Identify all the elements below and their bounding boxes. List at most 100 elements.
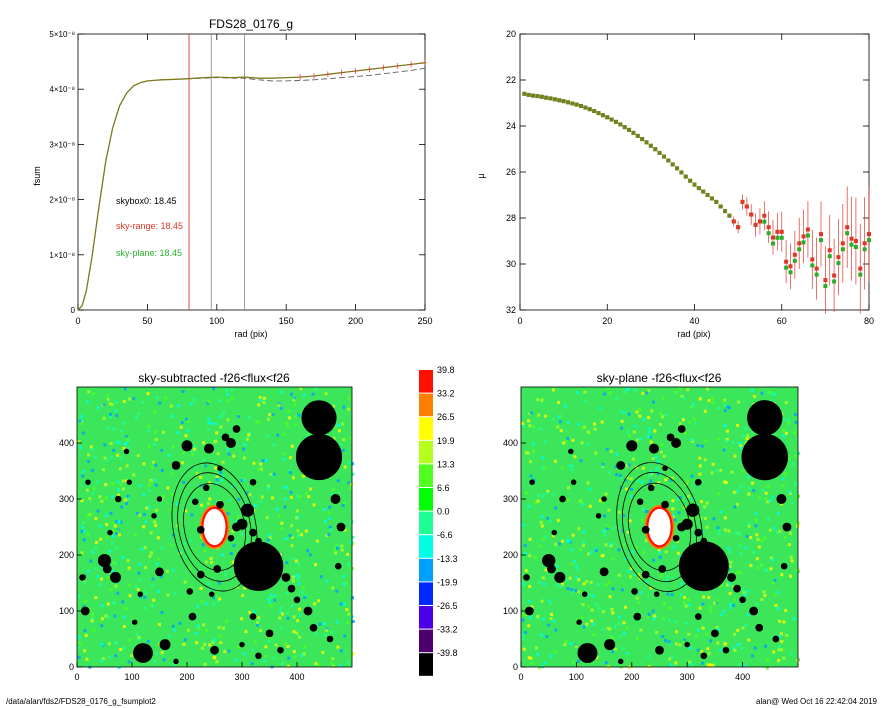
noise-speck — [653, 617, 656, 621]
noise-speck — [264, 645, 268, 649]
noise-speck — [338, 423, 342, 427]
noise-speck — [700, 649, 704, 653]
mask-circle — [524, 606, 534, 616]
noise-speck — [147, 445, 151, 449]
noise-speck — [707, 398, 711, 402]
noise-speck — [765, 568, 769, 572]
noise-speck — [309, 487, 313, 491]
noise-speck — [549, 617, 553, 621]
noise-speck — [348, 487, 352, 491]
noise-speck — [186, 429, 190, 433]
noise-speck — [793, 482, 797, 486]
noise-speck — [150, 584, 154, 588]
colorbar-label: -6.6 — [437, 530, 453, 540]
noise-speck — [299, 653, 303, 657]
mu-point-skyplane — [784, 265, 789, 270]
noise-speck — [717, 406, 721, 410]
noise-speck — [336, 546, 339, 550]
noise-speck — [554, 628, 558, 632]
noise-speck — [521, 582, 525, 586]
noise-speck — [169, 508, 172, 512]
noise-speck — [167, 634, 171, 638]
noise-speck — [566, 587, 570, 590]
noise-speck — [727, 406, 731, 410]
noise-speck — [710, 471, 714, 475]
noise-speck — [293, 655, 297, 659]
noise-speck — [138, 578, 142, 581]
mask-circle — [181, 440, 193, 452]
noise-speck — [298, 494, 302, 498]
noise-speck — [752, 550, 756, 554]
noise-speck — [100, 604, 104, 607]
noise-speck — [724, 481, 728, 484]
noise-speck — [273, 594, 277, 598]
noise-speck — [124, 442, 128, 446]
noise-speck — [649, 440, 653, 444]
mu-point — [696, 186, 701, 191]
noise-speck — [680, 582, 684, 586]
noise-speck — [302, 652, 306, 656]
noise-speck — [563, 643, 567, 647]
noise-speck — [674, 661, 678, 665]
noise-speck — [334, 551, 337, 555]
noise-speck — [647, 430, 651, 434]
noise-speck — [637, 573, 641, 577]
noise-speck — [325, 579, 329, 583]
noise-speck — [327, 533, 331, 536]
y-tick-label: 4×10⁻⁸ — [49, 85, 75, 94]
noise-speck — [550, 612, 553, 616]
noise-speck — [338, 429, 341, 433]
noise-speck — [296, 509, 299, 513]
noise-speck — [332, 436, 336, 440]
footer-file-path: /data/alan/fds2/FDS28_0176_g_fsumplot2 — [6, 697, 156, 706]
mu-point — [565, 100, 570, 105]
mask-circle — [240, 503, 255, 517]
mask-circle — [336, 522, 346, 532]
noise-speck — [619, 634, 623, 638]
noise-speck — [296, 577, 300, 581]
noise-speck — [673, 620, 677, 624]
mask-circle — [239, 641, 245, 648]
mu-point — [779, 229, 784, 234]
noise-speck — [183, 580, 187, 584]
mask-circle — [293, 596, 301, 604]
noise-speck — [181, 461, 184, 465]
noise-speck — [212, 602, 216, 606]
noise-speck — [521, 613, 525, 617]
noise-speck — [787, 543, 791, 547]
mu-point-skyplane — [827, 254, 832, 259]
noise-speck — [107, 642, 111, 646]
annotation-skybox0: skybox0: 18.45 — [116, 196, 177, 206]
noise-speck — [651, 609, 655, 613]
noise-speck — [345, 608, 349, 612]
noise-speck — [204, 560, 208, 564]
mask-circle — [249, 528, 257, 537]
mask-circle — [301, 400, 337, 436]
noise-speck — [116, 480, 120, 484]
mu-point — [740, 199, 745, 204]
mu-point — [792, 252, 797, 257]
noise-speck — [271, 496, 274, 500]
noise-speck — [297, 413, 301, 417]
x-tick-label: 400 — [735, 672, 750, 682]
noise-speck — [659, 423, 662, 426]
aperture-ellipse — [171, 462, 258, 592]
noise-speck — [705, 501, 709, 505]
noise-speck — [624, 605, 627, 609]
mu-point — [557, 98, 562, 103]
noise-speck — [623, 390, 627, 394]
noise-speck — [109, 412, 112, 416]
noise-speck — [182, 451, 186, 455]
noise-speck — [777, 645, 781, 649]
noise-speck — [722, 448, 726, 452]
noise-speck — [323, 519, 327, 523]
noise-speck — [311, 392, 315, 396]
noise-speck — [195, 641, 199, 645]
colorbar-label: 19.9 — [437, 436, 455, 446]
noise-speck — [232, 544, 236, 548]
noise-speck — [544, 568, 548, 572]
noise-speck — [248, 493, 252, 496]
x-tick-label: 400 — [289, 672, 304, 682]
noise-speck — [81, 525, 84, 529]
noise-speck — [193, 447, 197, 451]
